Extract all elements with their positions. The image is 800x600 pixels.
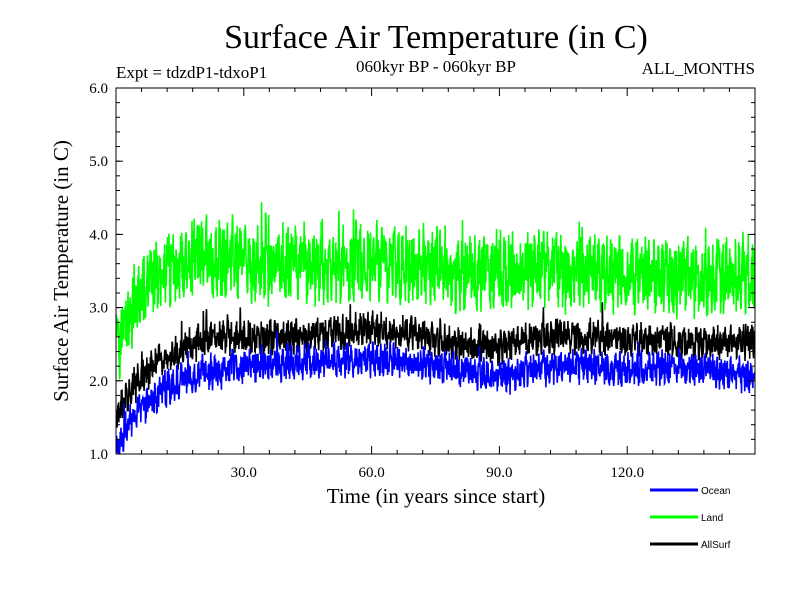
x-axis-label: Time (in years since start)	[327, 484, 546, 508]
legend-label-land: Land	[701, 513, 723, 524]
series-ocean-line	[116, 330, 755, 454]
y-tick-label: 6.0	[89, 81, 108, 97]
y-tick-label: 1.0	[89, 447, 108, 463]
x-tick-label: 60.0	[358, 465, 384, 481]
y-tick-label: 2.0	[89, 374, 108, 390]
y-tick-label: 5.0	[89, 154, 108, 170]
chart-title: Surface Air Temperature (in C)	[224, 19, 648, 56]
x-tick-label: 30.0	[231, 465, 257, 481]
legend-label-ocean: Ocean	[701, 486, 730, 497]
x-tick-label: 90.0	[486, 465, 512, 481]
y-tick-label: 4.0	[89, 227, 108, 243]
experiment-label: Expt = tdzdP1-tdxoP1	[116, 63, 267, 82]
months-label: ALL_MONTHS	[642, 59, 755, 78]
chart-subtitle: 060kyr BP - 060kyr BP	[356, 57, 516, 76]
y-axis-label: Surface Air Temperature (in C)	[49, 140, 73, 402]
plot-frame	[115, 87, 756, 455]
series-layer	[116, 202, 755, 454]
series-allsurf-line	[116, 302, 755, 428]
x-axis: 30.0 60.0 90.0 120.0	[141, 88, 730, 481]
y-tick-label: 3.0	[89, 301, 108, 317]
x-tick-label: 120.0	[610, 465, 644, 481]
legend-label-allsurf: AllSurf	[701, 540, 731, 551]
series-land-line	[116, 202, 755, 380]
y-axis: 1.0 2.0 3.0 4.0 5.0 6.0	[89, 81, 755, 463]
legend: Ocean Land AllSurf	[650, 486, 731, 551]
